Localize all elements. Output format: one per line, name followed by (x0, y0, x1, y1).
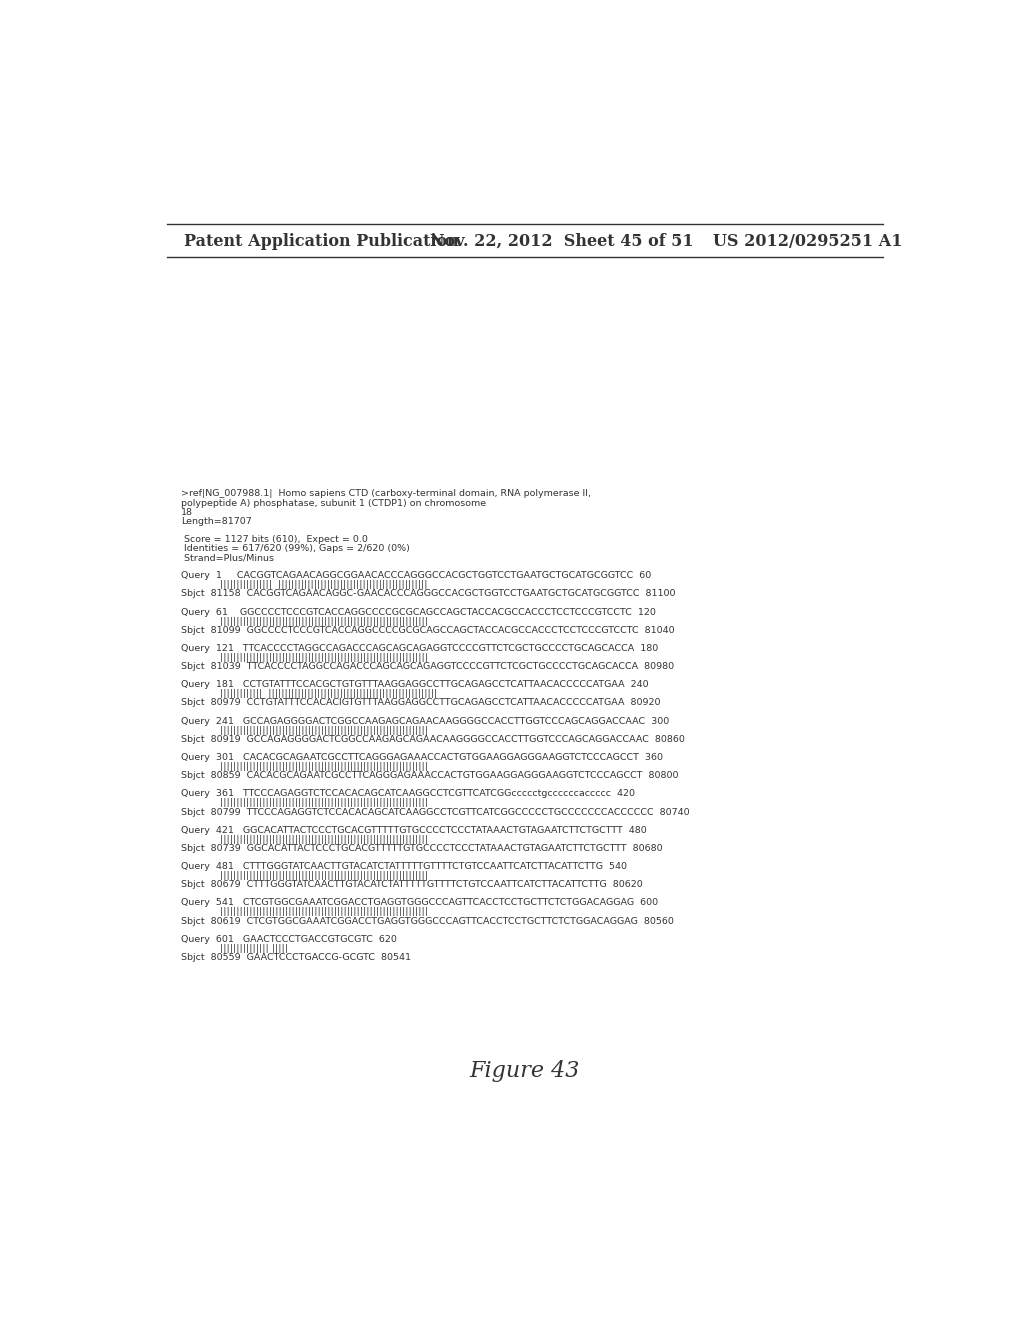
Text: Sbjct  80919  GCCAGAGGGGACTCGGCCAAGAGCAGAACAAGGGGCCACCTTGGTCCCAGCAGGACCAAC  8086: Sbjct 80919 GCCAGAGGGGACTCGGCCAAGAGCAGAA… (180, 735, 685, 744)
Text: Query  301   CACACGCAGAATCGCCTTCAGGGAGAAACCACTGTGGAAGGAGGGAAGGTCTCCCAGCCT  360: Query 301 CACACGCAGAATCGCCTTCAGGGAGAAACC… (180, 752, 663, 762)
Text: Query  421   GGCACATTACTCCCTGCACGTTTTTGTGCCCCTCCCTATAAACTGTAGAATCTTCTGCTTT  480: Query 421 GGCACATTACTCCCTGCACGTTTTTGTGCC… (180, 826, 646, 834)
Text: >ref|NG_007988.1|  Homo sapiens CTD (carboxy-terminal domain, RNA polymerase II,: >ref|NG_007988.1| Homo sapiens CTD (carb… (180, 490, 591, 499)
Text: Query  1     CACGGTCAGAACAGGCGGAACACCCAGGGCCACGCTGGTCCTGAATGCTGCATGCGGTCC  60: Query 1 CACGGTCAGAACAGGCGGAACACCCAGGGCCA… (180, 572, 651, 581)
Text: ||||||||||||||||||||||||||||||||||||||||||||||||||||||||||||||||: ||||||||||||||||||||||||||||||||||||||||… (180, 653, 428, 663)
Text: ||||||||||||||||||||||||||||||||||||||||||||||||||||||||||||||||: ||||||||||||||||||||||||||||||||||||||||… (180, 616, 428, 626)
Text: Patent Application Publication: Patent Application Publication (183, 234, 459, 249)
Text: Sbjct  81039  TTCACCCCTAGGCCAGACCCAGCAGCAGAGGTCCCCGTTCTCGCTGCCCCTGCAGCACCA  8098: Sbjct 81039 TTCACCCCTAGGCCAGACCCAGCAGCAG… (180, 663, 674, 671)
Text: Sbjct  81158  CACGGTCAGAACAGGC-GAACACCCAGGGCCACGCTGGTCCTGAATGCTGCATGCGGTCC  8110: Sbjct 81158 CACGGTCAGAACAGGC-GAACACCCAGG… (180, 590, 675, 598)
Text: Query  541   CTCGTGGCGAAATCGGACCTGAGGTGGGCCCAGTTCACCTCCTGCTTCTCTGGACAGGAG  600: Query 541 CTCGTGGCGAAATCGGACCTGAGGTGGGCC… (180, 899, 657, 907)
Text: Sbjct  80979  CCTGTATTTCCACACIGTGTTTAAGGAGGCCTTGCAGAGCCTCATTAACACCCCCATGAA  8092: Sbjct 80979 CCTGTATTTCCACACIGTGTTTAAGGAG… (180, 698, 660, 708)
Text: Query  241   GCCAGAGGGGACTCGGCCAAGAGCAGAACAAGGGGCCACCTTGGTCCCAGCAGGACCAAC  300: Query 241 GCCAGAGGGGACTCGGCCAAGAGCAGAACA… (180, 717, 669, 726)
Text: ||||||||||||||||  ||||||||||||||||||||||||||||||||||||||||||||||: |||||||||||||||| |||||||||||||||||||||||… (180, 581, 427, 589)
Text: Figure 43: Figure 43 (470, 1060, 580, 1082)
Text: ||||||||||||||||||||||||||||||||||||||||||||||||||||||||||||||||: ||||||||||||||||||||||||||||||||||||||||… (180, 799, 428, 808)
Text: Sbjct  80619  CTCGTGGCGAAATCGGACCTGAGGTGGGCCCAGTTCACCTCCTGCTTCTCTGGACAGGAG  8056: Sbjct 80619 CTCGTGGCGAAATCGGACCTGAGGTGGG… (180, 916, 674, 925)
Text: US 2012/0295251 A1: US 2012/0295251 A1 (713, 234, 902, 249)
Text: Score = 1127 bits (610),  Expect = 0.0: Score = 1127 bits (610), Expect = 0.0 (180, 535, 368, 544)
Text: Query  601   GAACTCCCTGACCGTGCGTC  620: Query 601 GAACTCCCTGACCGTGCGTC 620 (180, 935, 396, 944)
Text: Strand=Plus/Minus: Strand=Plus/Minus (180, 553, 273, 562)
Text: Query  181   CCTGTATTTCCACGCTGTGTTTAAGGAGGCCTTGCAGAGCCTCATTAACACCCCCATGAA  240: Query 181 CCTGTATTTCCACGCTGTGTTTAAGGAGGC… (180, 680, 648, 689)
Text: ||||||||||||||||||||||||||||||||||||||||||||||||||||||||||||||||: ||||||||||||||||||||||||||||||||||||||||… (180, 726, 428, 735)
Text: Nov. 22, 2012  Sheet 45 of 51: Nov. 22, 2012 Sheet 45 of 51 (430, 234, 694, 249)
Text: Sbjct  80739  GGCACATTACTCCCTGCACGTTTTTGTGCCCCTCCCTATAAACTGTAGAATCTTCTGCTTT  806: Sbjct 80739 GGCACATTACTCCCTGCACGTTTTTGTG… (180, 843, 663, 853)
Text: polypeptide A) phosphatase, subunit 1 (CTDP1) on chromosome: polypeptide A) phosphatase, subunit 1 (C… (180, 499, 485, 508)
Text: ||||||||||||||| |||||: ||||||||||||||| ||||| (180, 944, 288, 953)
Text: Query  61    GGCCCCTCCCGTCACCAGGCCCCGCGCAGCCAGCTACCACGCCACCCTCCTCCCGTCCTC  120: Query 61 GGCCCCTCCCGTCACCAGGCCCCGCGCAGCC… (180, 607, 655, 616)
Text: ||||||||||||||||||||||||||||||||||||||||||||||||||||||||||||||||: ||||||||||||||||||||||||||||||||||||||||… (180, 762, 428, 771)
Text: Length=81707: Length=81707 (180, 516, 252, 525)
Text: Sbjct  80559  GAACTCCCTGACCG-GCGTC  80541: Sbjct 80559 GAACTCCCTGACCG-GCGTC 80541 (180, 953, 411, 962)
Text: Query  121   TTCACCCCTAGGCCAGACCCAGCAGCAGAGGTCCCCGTTCTCGCTGCCCCTGCAGCACCA  180: Query 121 TTCACCCCTAGGCCAGACCCAGCAGCAGAG… (180, 644, 658, 653)
Text: ||||||||||||||||||||||||||||||||||||||||||||||||||||||||||||||||: ||||||||||||||||||||||||||||||||||||||||… (180, 871, 428, 880)
Text: |||||||||||||  ||||||||||||||||||||||||||||||||||||||||||||||||||||: ||||||||||||| ||||||||||||||||||||||||||… (180, 689, 437, 698)
Text: ||||||||||||||||||||||||||||||||||||||||||||||||||||||||||||||||: ||||||||||||||||||||||||||||||||||||||||… (180, 834, 428, 843)
Text: Query  361   TTCCCAGAGGTCTCCACACAGCATCAAGGCCTCGTTCATCGGccccctgccccccaccccc  420: Query 361 TTCCCAGAGGTCTCCACACAGCATCAAGGC… (180, 789, 635, 799)
Text: Query  481   CTTTGGGTATCAACTTGTACATCTATTTTTGTTTTCTGTCCAATTCATCTTACATTCTTG  540: Query 481 CTTTGGGTATCAACTTGTACATCTATTTTT… (180, 862, 627, 871)
Text: 18: 18 (180, 508, 193, 516)
Text: Sbjct  81099  GGCCCCTCCCGTCACCAGGCCCCGCGCAGCCAGCTACCACGCCACCCTCCTCCCGTCCTC  8104: Sbjct 81099 GGCCCCTCCCGTCACCAGGCCCCGCGCA… (180, 626, 675, 635)
Text: Sbjct  80799  TTCCCAGAGGTCTCCACACAGCATCAAGGCCTCGTTCATCGGCCCCCTGCCCCCCCACCCCCC  8: Sbjct 80799 TTCCCAGAGGTCTCCACACAGCATCAAG… (180, 808, 689, 817)
Text: Identities = 617/620 (99%), Gaps = 2/620 (0%): Identities = 617/620 (99%), Gaps = 2/620… (180, 544, 410, 553)
Text: ||||||||||||||||||||||||||||||||||||||||||||||||||||||||||||||||: ||||||||||||||||||||||||||||||||||||||||… (180, 907, 428, 916)
Text: Sbjct  80679  CTTTGGGTATCAACTTGTACATCTATTTTTGTTTTCTGTCCAATTCATCTTACATTCTTG  8062: Sbjct 80679 CTTTGGGTATCAACTTGTACATCTATTT… (180, 880, 642, 890)
Text: Sbjct  80859  CACACGCAGAATCGCCTTCAGGGAGAAACCACTGTGGAAGGAGGGAAGGTCTCCCAGCCT  8080: Sbjct 80859 CACACGCAGAATCGCCTTCAGGGAGAAA… (180, 771, 678, 780)
